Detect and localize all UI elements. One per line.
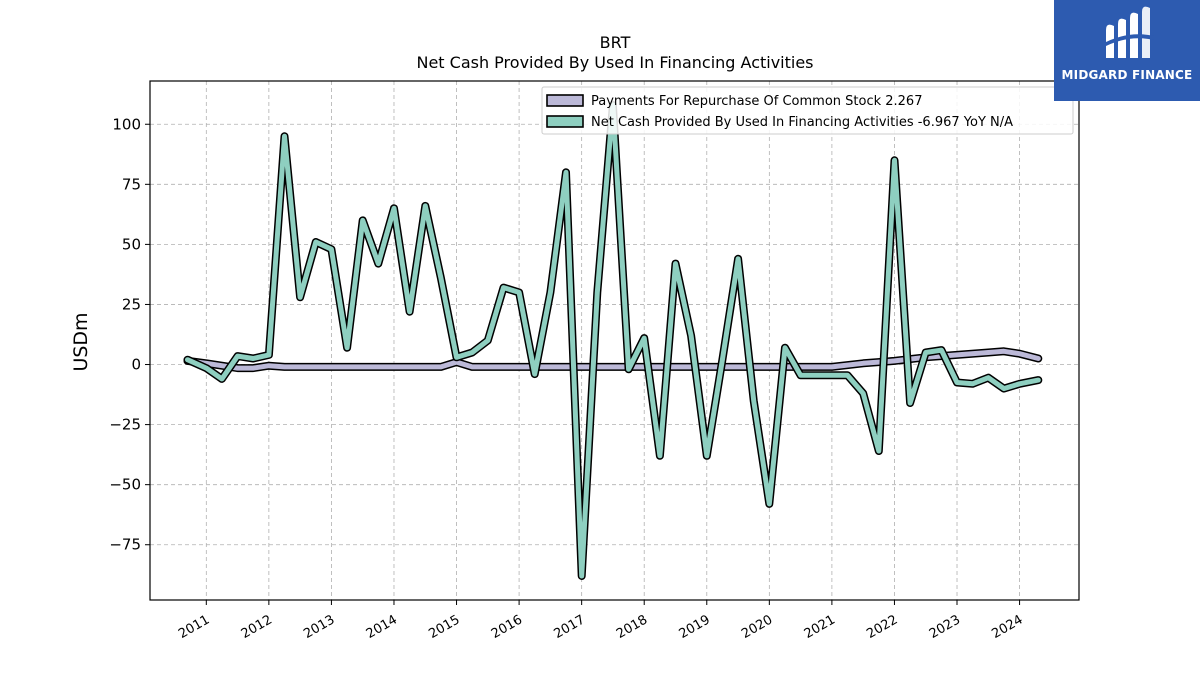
- legend-label-2: Net Cash Provided By Used In Financing A…: [591, 115, 1013, 130]
- x-tick-label: 2024: [989, 612, 1025, 642]
- y-tick-label: 100: [112, 115, 141, 133]
- chart-subtitle: Net Cash Provided By Used In Financing A…: [416, 53, 813, 72]
- y-axis: 100 75 50 25 0 −25 −50 −75: [109, 115, 150, 554]
- x-tick-label: 2022: [864, 612, 900, 642]
- midgard-finance-logo: MIDGARD FINANCE: [1054, 0, 1200, 101]
- y-tick-label: −25: [109, 416, 141, 434]
- legend-label-1: Payments For Repurchase Of Common Stock …: [591, 94, 922, 109]
- y-tick-label: 75: [122, 175, 141, 193]
- x-tick-label: 2019: [677, 612, 713, 642]
- x-tick-label: 2020: [739, 612, 775, 642]
- logo-mark-icon: [1102, 6, 1154, 59]
- x-tick-label: 2018: [614, 612, 650, 642]
- y-tick-label: 0: [131, 356, 141, 374]
- legend: Payments For Repurchase Of Common Stock …: [541, 86, 1074, 135]
- y-tick-label: 25: [122, 295, 141, 313]
- x-tick-label: 2016: [489, 612, 525, 642]
- x-tick-label: 2014: [364, 612, 400, 642]
- x-tick-label: 2011: [176, 612, 212, 642]
- x-tick-label: 2012: [239, 612, 275, 642]
- series-line-2: [185, 102, 1041, 579]
- series-layer: [183, 101, 1043, 580]
- legend-swatch-2: [546, 115, 584, 128]
- x-tick-label: 2017: [551, 612, 587, 642]
- legend-swatch-1: [546, 94, 584, 107]
- logo-text: MIDGARD FINANCE: [1061, 68, 1193, 82]
- series-line-1: [185, 348, 1041, 371]
- chart-title: BRT: [600, 33, 631, 52]
- x-tick-label: 2015: [426, 612, 462, 642]
- y-tick-label: 50: [122, 235, 141, 253]
- legend-frame: [541, 86, 1074, 135]
- plot-frame: [149, 80, 1080, 601]
- x-tick-label: 2023: [927, 612, 963, 642]
- series-line-outline-2: [183, 101, 1043, 580]
- x-tick-label: 2013: [301, 612, 337, 642]
- y-tick-label: −50: [109, 476, 141, 494]
- y-tick-label: −75: [109, 536, 141, 554]
- x-axis: 2011 2012 2013 2014 2015 2016 2017 2018 2019 2020…: [176, 600, 1026, 642]
- y-axis-label: USDm: [70, 312, 92, 371]
- x-tick-label: 2021: [802, 612, 838, 642]
